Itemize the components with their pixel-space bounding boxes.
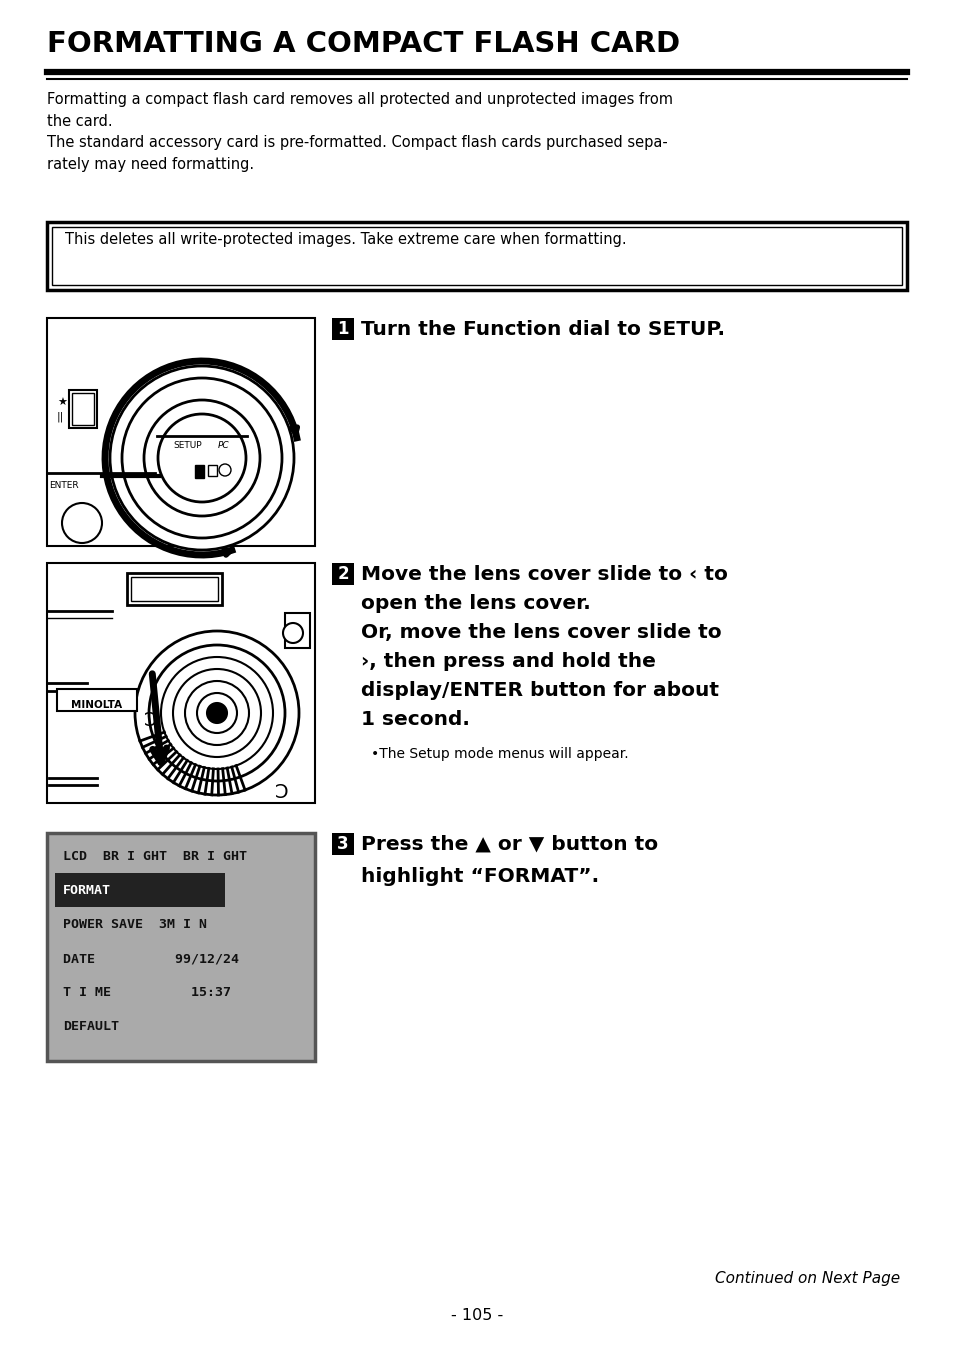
Text: 1 second.: 1 second. <box>360 710 470 728</box>
Text: DATE          99/12/24: DATE 99/12/24 <box>63 952 239 966</box>
Text: Turn the Function dial to SETUP.: Turn the Function dial to SETUP. <box>360 320 724 339</box>
Text: ›, then press and hold the: ›, then press and hold the <box>360 652 656 670</box>
Text: Ɔ: Ɔ <box>144 711 157 730</box>
Bar <box>208 465 216 476</box>
Circle shape <box>144 401 260 517</box>
Text: display/ENTER button for about: display/ENTER button for about <box>360 681 719 700</box>
Circle shape <box>283 623 303 643</box>
Circle shape <box>158 414 246 502</box>
Text: Ɔ: Ɔ <box>274 782 289 803</box>
Text: 1: 1 <box>337 320 349 339</box>
Text: - 105 -: - 105 - <box>451 1307 502 1322</box>
Text: DEFAULT: DEFAULT <box>63 1020 119 1033</box>
Circle shape <box>149 645 285 781</box>
Text: T I ME          15:37: T I ME 15:37 <box>63 986 231 1000</box>
Text: ★: ★ <box>57 398 67 407</box>
Circle shape <box>185 681 249 745</box>
Text: Continued on Next Page: Continued on Next Page <box>714 1271 899 1286</box>
Bar <box>332 318 354 340</box>
Text: Formatting a compact flash card removes all protected and unprotected images fro: Formatting a compact flash card removes … <box>47 92 672 171</box>
Text: •The Setup mode menus will appear.: •The Setup mode menus will appear. <box>371 747 628 761</box>
Circle shape <box>135 631 298 795</box>
Circle shape <box>219 464 231 476</box>
Circle shape <box>172 669 261 757</box>
Bar <box>47 223 906 290</box>
Bar <box>47 832 314 1062</box>
Text: SETUP: SETUP <box>173 441 202 451</box>
Bar <box>332 832 354 855</box>
Circle shape <box>110 366 294 550</box>
Bar <box>131 577 218 602</box>
Text: 3: 3 <box>336 835 349 853</box>
Text: PC: PC <box>218 441 230 451</box>
Circle shape <box>161 657 273 769</box>
Bar <box>194 465 204 478</box>
Bar <box>332 563 354 585</box>
Bar <box>285 612 310 648</box>
Bar <box>127 573 222 604</box>
Text: FORMATTING A COMPACT FLASH CARD: FORMATTING A COMPACT FLASH CARD <box>47 30 679 58</box>
Text: MINOLTA: MINOLTA <box>71 700 122 710</box>
Text: LCD  BR I GHT  BR I GHT: LCD BR I GHT BR I GHT <box>63 850 247 863</box>
Text: ||: || <box>57 411 64 422</box>
Bar <box>47 563 314 803</box>
Circle shape <box>196 693 236 733</box>
Text: FORMAT: FORMAT <box>63 885 111 897</box>
Text: highlight “FORMAT”.: highlight “FORMAT”. <box>360 867 598 886</box>
Circle shape <box>122 378 282 538</box>
Bar <box>69 390 97 428</box>
Bar <box>47 318 314 546</box>
Bar <box>52 227 901 285</box>
Bar <box>55 873 225 907</box>
Text: open the lens cover.: open the lens cover. <box>360 594 590 612</box>
Text: POWER SAVE  3M I N: POWER SAVE 3M I N <box>63 919 207 932</box>
Circle shape <box>62 503 102 544</box>
Text: ENTER: ENTER <box>49 482 78 490</box>
Text: Press the ▲ or ▼ button to: Press the ▲ or ▼ button to <box>360 835 658 854</box>
Text: Move the lens cover slide to ‹ to: Move the lens cover slide to ‹ to <box>360 565 727 584</box>
Bar <box>71 393 94 425</box>
Text: This deletes all write-protected images. Take extreme care when formatting.: This deletes all write-protected images.… <box>65 232 626 247</box>
Text: Or, move the lens cover slide to: Or, move the lens cover slide to <box>360 623 720 642</box>
Bar <box>57 689 137 711</box>
Text: 2: 2 <box>336 565 349 583</box>
Circle shape <box>207 703 227 723</box>
